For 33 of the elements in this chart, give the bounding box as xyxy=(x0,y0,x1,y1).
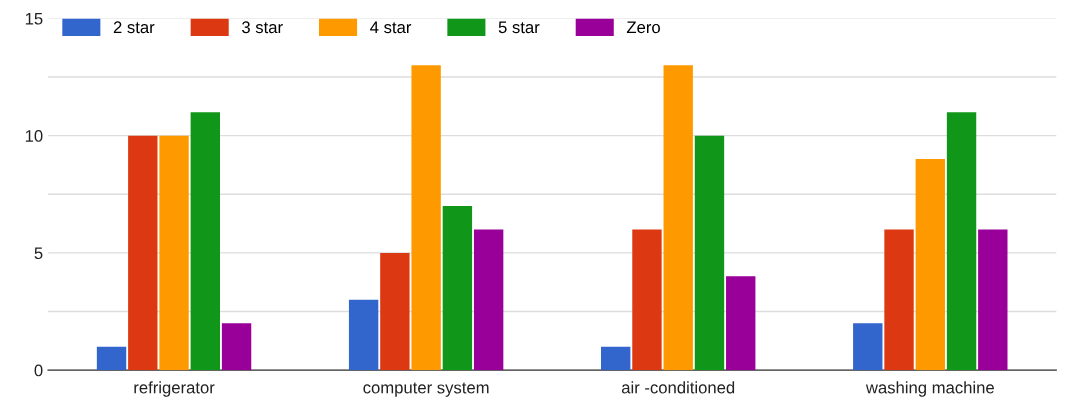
bar xyxy=(411,65,441,371)
bar xyxy=(128,135,158,371)
y-tick-label: 0 xyxy=(34,364,43,377)
bar xyxy=(884,229,914,371)
y-tick-label: 10 xyxy=(25,130,43,142)
bar xyxy=(726,276,756,371)
legend-label: 5 star xyxy=(498,21,540,34)
x-tick-label: air -conditioned xyxy=(621,381,735,394)
bar xyxy=(159,135,189,371)
bar xyxy=(348,299,379,371)
legend-label: 3 star xyxy=(242,21,283,34)
bar xyxy=(632,229,662,371)
legend-label: 4 star xyxy=(370,21,412,34)
bar xyxy=(96,346,127,371)
x-tick-label: refrigerator xyxy=(134,381,215,397)
bar xyxy=(380,252,410,371)
legend-label: Zero xyxy=(626,21,660,34)
bar xyxy=(946,112,977,371)
bar xyxy=(978,229,1008,371)
bar xyxy=(853,323,883,371)
bar xyxy=(442,206,473,371)
bar xyxy=(473,229,504,371)
bar xyxy=(915,159,945,371)
bar xyxy=(663,65,693,371)
bar xyxy=(601,346,631,371)
bar xyxy=(694,135,725,371)
x-tick-label: washing machine xyxy=(865,381,994,397)
y-tick-label: 5 xyxy=(34,247,43,260)
bar xyxy=(221,323,252,371)
y-tick-label: 15 xyxy=(25,12,43,25)
x-tick-label: computer system xyxy=(363,382,489,397)
bar xyxy=(190,112,220,371)
legend-label: 2 star xyxy=(113,21,155,34)
